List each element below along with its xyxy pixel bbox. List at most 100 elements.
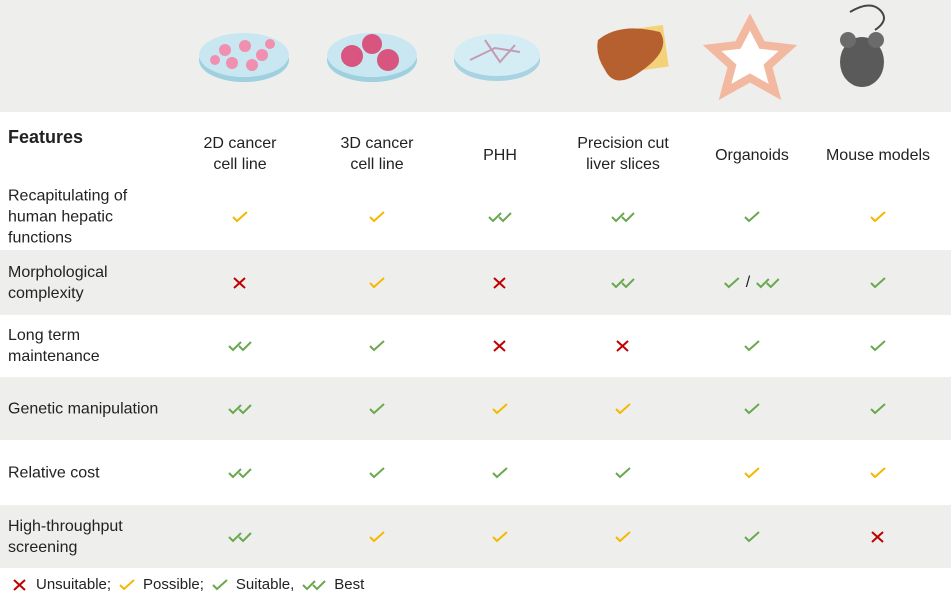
suitable-icon — [744, 402, 760, 414]
rating-cell — [611, 276, 635, 290]
rating-cell — [615, 339, 631, 353]
rating-cell — [615, 402, 631, 416]
best-icon — [756, 277, 780, 288]
rating-cell — [611, 210, 635, 224]
possible-icon — [744, 466, 760, 478]
rating-cell — [228, 466, 252, 480]
suitable-icon — [744, 340, 760, 352]
possible-icon — [615, 530, 631, 542]
rating-cell — [369, 339, 385, 353]
suitable-icon — [369, 402, 385, 414]
unsuitable-icon — [616, 340, 629, 352]
possible-icon — [492, 530, 508, 542]
rating-cell — [369, 402, 385, 416]
possible-icon — [870, 466, 886, 478]
separator: / — [745, 273, 751, 291]
possible-icon — [119, 578, 135, 590]
rating-cell — [232, 210, 248, 224]
best-icon — [228, 403, 252, 414]
column-header: 2D cancer cell line — [203, 135, 277, 173]
possible-icon — [369, 276, 385, 288]
best-icon — [228, 531, 252, 542]
suitable-icon — [870, 340, 886, 352]
rating-cell — [744, 466, 760, 480]
rating-cell — [744, 210, 760, 224]
unsuitable-icon — [13, 578, 26, 591]
dish-phh — [454, 34, 540, 81]
dish-3d — [327, 33, 417, 82]
rating-cell — [492, 466, 508, 480]
feature-label: High-throughput screening — [8, 517, 123, 556]
legend-label: Suitable, — [235, 576, 295, 593]
column-header: Mouse models — [825, 147, 931, 164]
legend-label: Possible; — [143, 576, 204, 593]
organoid — [702, 13, 798, 101]
rating-cell — [744, 402, 760, 416]
rating-cell — [492, 402, 508, 416]
best-icon — [228, 341, 252, 352]
suitable-icon — [744, 530, 760, 542]
rating-cell — [744, 530, 760, 544]
suitable-icon — [744, 211, 760, 223]
rating-cell — [615, 466, 631, 480]
row-band — [0, 250, 951, 315]
rating-cell — [488, 210, 512, 224]
rating-cell — [870, 402, 886, 416]
unsuitable-icon — [493, 276, 506, 289]
possible-icon — [369, 530, 385, 542]
column-header: 3D cancer cell line — [340, 135, 414, 173]
rating-cell — [492, 339, 508, 353]
column-header: PHH — [483, 147, 517, 164]
suitable-icon — [724, 276, 740, 288]
liver — [597, 24, 669, 81]
best-icon — [228, 467, 252, 478]
row-band — [0, 505, 951, 568]
rating-cell — [232, 276, 248, 290]
rating-cell — [870, 339, 886, 353]
suitable-icon — [492, 466, 508, 478]
row-band — [0, 377, 951, 440]
mouse — [840, 4, 885, 87]
rating-cell — [369, 466, 385, 480]
best-icon — [611, 277, 635, 288]
best-icon — [488, 212, 512, 223]
best-icon — [611, 212, 635, 223]
rating-cell — [615, 530, 631, 544]
possible-icon — [232, 211, 248, 223]
rating-cell — [492, 530, 508, 544]
legend-label: Unsuitable; — [36, 576, 112, 593]
suitable-icon — [369, 466, 385, 478]
rating-cell — [870, 276, 886, 290]
legend-label: Best — [334, 576, 365, 593]
rating-cell: / — [724, 274, 780, 292]
suitable-icon — [212, 578, 228, 590]
column-header: Precision cut liver slices — [577, 135, 669, 173]
suitable-icon — [615, 466, 631, 478]
rating-cell — [492, 276, 508, 290]
unsuitable-icon — [871, 530, 884, 543]
feature-label: Genetic manipulation — [8, 400, 159, 417]
suitable-icon — [870, 402, 886, 414]
rating-cell — [228, 530, 252, 544]
rating-cell — [870, 466, 886, 480]
rating-cell — [369, 276, 385, 290]
dish-2d — [199, 33, 289, 82]
rating-cell — [369, 210, 385, 224]
rating-cell — [228, 402, 252, 416]
suitable-icon — [369, 340, 385, 352]
rating-cell — [369, 530, 385, 544]
rating-cell — [870, 210, 886, 224]
possible-icon — [369, 211, 385, 223]
legend: Unsuitable; Possible; Suitable, Best — [12, 576, 364, 593]
suitable-icon — [870, 276, 886, 288]
column-header: Organoids — [715, 147, 789, 164]
feature-label: Morphological complexity — [8, 263, 108, 302]
feature-label: Relative cost — [8, 464, 100, 481]
possible-icon — [615, 402, 631, 414]
feature-label: Recapitulating of human hepatic function… — [8, 187, 128, 247]
rating-cell — [228, 339, 252, 353]
rating-cell — [870, 530, 886, 544]
features-header: Features — [8, 127, 84, 147]
model-illustrations — [199, 4, 885, 101]
